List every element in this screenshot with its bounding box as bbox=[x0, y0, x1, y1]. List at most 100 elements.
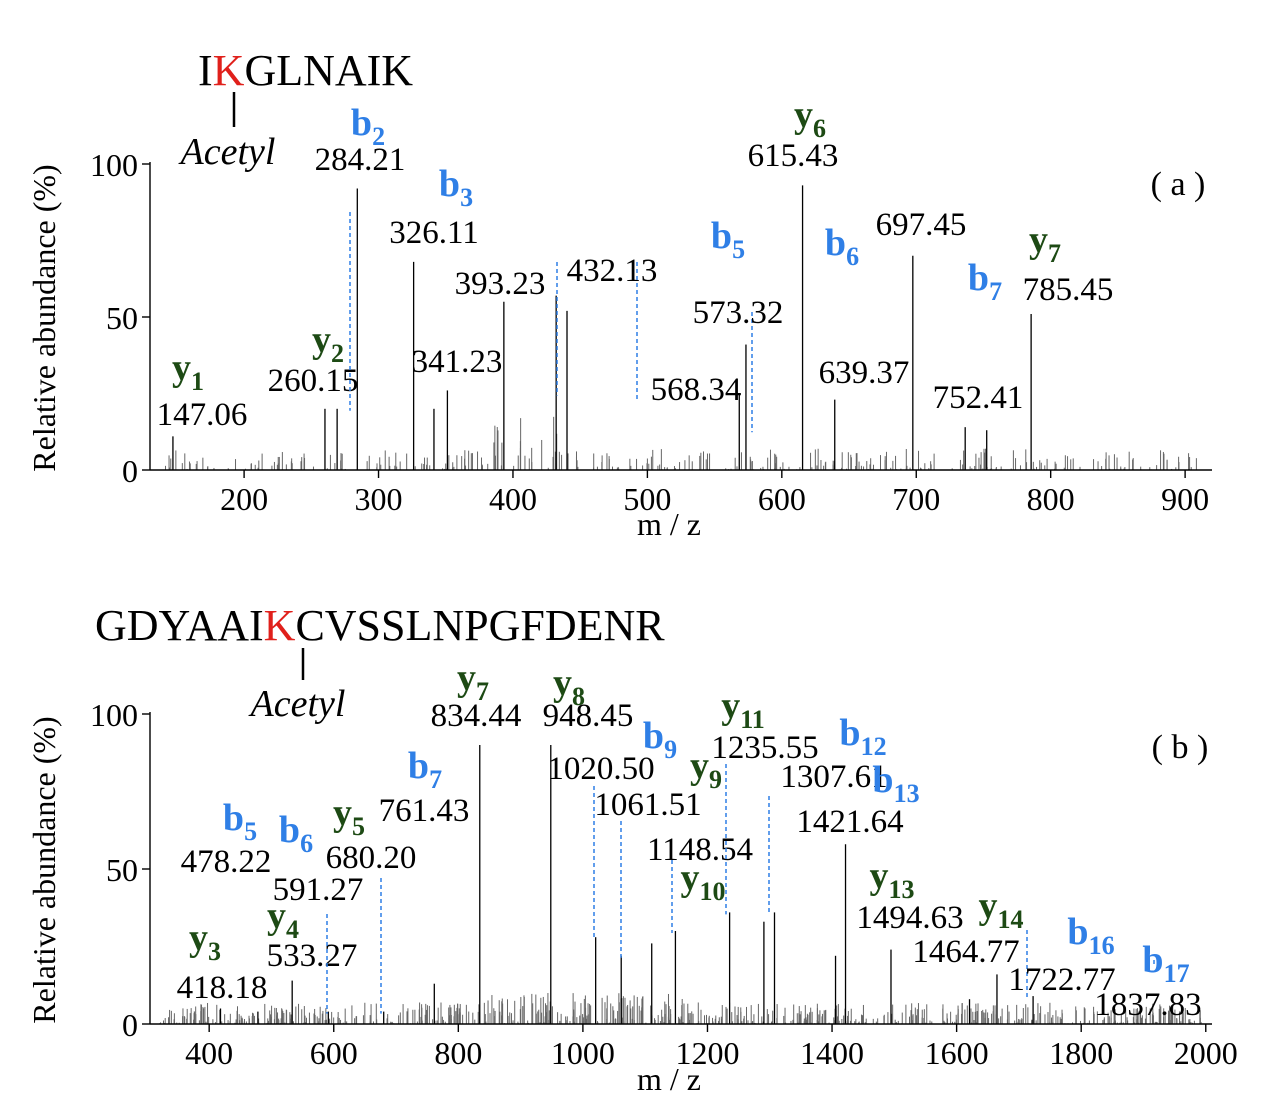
ion-number: 16 bbox=[1089, 931, 1115, 960]
ion-mz-label: 1307.61 bbox=[780, 759, 887, 795]
x-tick-label: 1400 bbox=[800, 1035, 864, 1071]
peptide-sequence: GDYAAIKCVSSLNPGFDENR bbox=[95, 601, 665, 650]
ion-letter: y bbox=[457, 657, 476, 699]
peak-mz-label: 326.11 bbox=[389, 215, 479, 251]
y-axis-label: Relative abundance (%) bbox=[26, 716, 62, 1023]
ion-mz-label: 1235.55 bbox=[711, 730, 818, 766]
peak-mz-label: 573.32 bbox=[693, 295, 784, 331]
ion-number: 5 bbox=[244, 817, 257, 846]
y-ion-label: y10 bbox=[681, 857, 726, 906]
y-ion-label: y6 bbox=[794, 94, 826, 143]
y-ion-label: y3 bbox=[189, 917, 221, 966]
ion-number: 9 bbox=[664, 735, 677, 764]
ion-number: 5 bbox=[732, 235, 745, 264]
ion-mz-label: 1148.54 bbox=[647, 832, 753, 868]
ion-letter: y bbox=[267, 895, 286, 937]
ion-mz-label: 639.37 bbox=[819, 355, 910, 391]
ion-letter: y bbox=[794, 94, 813, 136]
x-tick-label: 400 bbox=[489, 481, 537, 517]
ion-mz-label: 761.43 bbox=[379, 793, 470, 829]
ion-mz-label: 1494.63 bbox=[856, 900, 963, 936]
x-tick-label: 800 bbox=[434, 1035, 482, 1071]
y-ion-label: y13 bbox=[870, 855, 915, 904]
ion-letter: y bbox=[870, 855, 889, 897]
ion-number: 11 bbox=[740, 705, 765, 734]
ion-mz-label: 147.06 bbox=[157, 397, 248, 433]
ion-letter: b bbox=[223, 797, 244, 839]
ion-letter: y bbox=[333, 792, 352, 834]
ion-mz-label: 1421.64 bbox=[796, 804, 903, 840]
ion-number: 12 bbox=[861, 732, 887, 761]
b-ion-label: b17 bbox=[1142, 939, 1189, 988]
x-tick-label: 1000 bbox=[551, 1035, 615, 1071]
ion-letter: b bbox=[872, 759, 893, 801]
x-tick-label: 300 bbox=[355, 481, 403, 517]
ion-mz-label: 478.22 bbox=[181, 844, 272, 880]
ion-number: 6 bbox=[813, 114, 826, 143]
ion-number: 14 bbox=[998, 905, 1024, 934]
ion-number: 6 bbox=[300, 829, 313, 858]
ion-mz-label: 260.15 bbox=[268, 363, 359, 399]
x-tick-label: 2000 bbox=[1174, 1035, 1238, 1071]
b-ion-label: b5 bbox=[711, 215, 745, 264]
ion-number: 1 bbox=[191, 367, 204, 396]
ion-letter: y bbox=[172, 347, 191, 389]
modification-label: Acetyl bbox=[248, 683, 346, 725]
ion-mz-label: 785.45 bbox=[1023, 272, 1114, 308]
ion-number: 7 bbox=[989, 277, 1002, 306]
peak-mz-label: 697.45 bbox=[876, 207, 967, 243]
y-tick-label: 100 bbox=[90, 697, 138, 733]
x-tick-label: 1600 bbox=[925, 1035, 989, 1071]
ion-mz-label: 1722.77 bbox=[1008, 962, 1115, 998]
ion-number: 3 bbox=[460, 183, 473, 212]
peptide-sequence: IKGLNAIK bbox=[198, 46, 413, 95]
y-ion-label: y9 bbox=[690, 745, 722, 794]
annotated-peaks bbox=[172, 185, 1032, 470]
ion-number: 3 bbox=[208, 937, 221, 966]
ion-mz-label: 752.41 bbox=[933, 380, 1024, 416]
y-ion-label: y4 bbox=[267, 895, 299, 944]
ion-letter: y bbox=[1029, 219, 1048, 261]
ion-letter: y bbox=[979, 885, 998, 927]
spectrum-panel-b: 0 50 100 400 600 800 1000 1200 1400 1600 1800 2000 m… bbox=[26, 601, 1238, 1097]
ion-number: 13 bbox=[889, 875, 915, 904]
y-ion-label: y2 bbox=[312, 319, 344, 368]
x-tick-label: 200 bbox=[220, 481, 268, 517]
y-ion-label: y5 bbox=[333, 792, 365, 841]
ion-letter: y bbox=[312, 319, 331, 361]
y-tick-label: 100 bbox=[90, 147, 138, 183]
ion-mz-label: 1464.77 bbox=[912, 934, 1019, 970]
x-axis-label: m / z bbox=[637, 506, 701, 542]
panel-label: ( b ) bbox=[1152, 729, 1209, 766]
b-ion-label: b13 bbox=[872, 759, 919, 808]
ion-number: 5 bbox=[352, 812, 365, 841]
y-tick-label: 50 bbox=[106, 852, 138, 888]
ion-mz-label: 591.27 bbox=[273, 872, 364, 908]
ion-letter: b bbox=[643, 715, 664, 757]
ion-letter: b bbox=[1067, 911, 1088, 953]
modification-label: Acetyl bbox=[178, 131, 276, 173]
annotated-peaks bbox=[219, 745, 1034, 1024]
y-tick-label: 0 bbox=[122, 453, 138, 489]
panel-label: ( a ) bbox=[1151, 166, 1206, 203]
b-ion-label: b7 bbox=[408, 745, 442, 794]
b-ion-label: b7 bbox=[968, 257, 1002, 306]
ion-number: 2 bbox=[372, 122, 385, 151]
ion-number: 8 bbox=[572, 682, 585, 711]
b-ion-label: b6 bbox=[825, 222, 859, 271]
acetylated-lysine: K bbox=[213, 46, 245, 95]
ion-letter: b bbox=[279, 809, 300, 851]
ion-mz-label: 834.44 bbox=[431, 698, 522, 734]
ion-letter: y bbox=[721, 685, 740, 727]
b-ion-label: b6 bbox=[279, 809, 313, 858]
y-ion-label: y7 bbox=[457, 657, 489, 706]
ion-mz-label: 284.21 bbox=[315, 142, 406, 178]
x-tick-label: 800 bbox=[1027, 481, 1075, 517]
ion-mz-label: 533.27 bbox=[267, 938, 358, 974]
ion-letter: b bbox=[711, 215, 732, 257]
ion-letter: y bbox=[189, 917, 208, 959]
peak-mz-label: 432.13 bbox=[567, 253, 658, 289]
x-tick-label: 900 bbox=[1161, 481, 1209, 517]
ion-letter: y bbox=[690, 745, 709, 787]
